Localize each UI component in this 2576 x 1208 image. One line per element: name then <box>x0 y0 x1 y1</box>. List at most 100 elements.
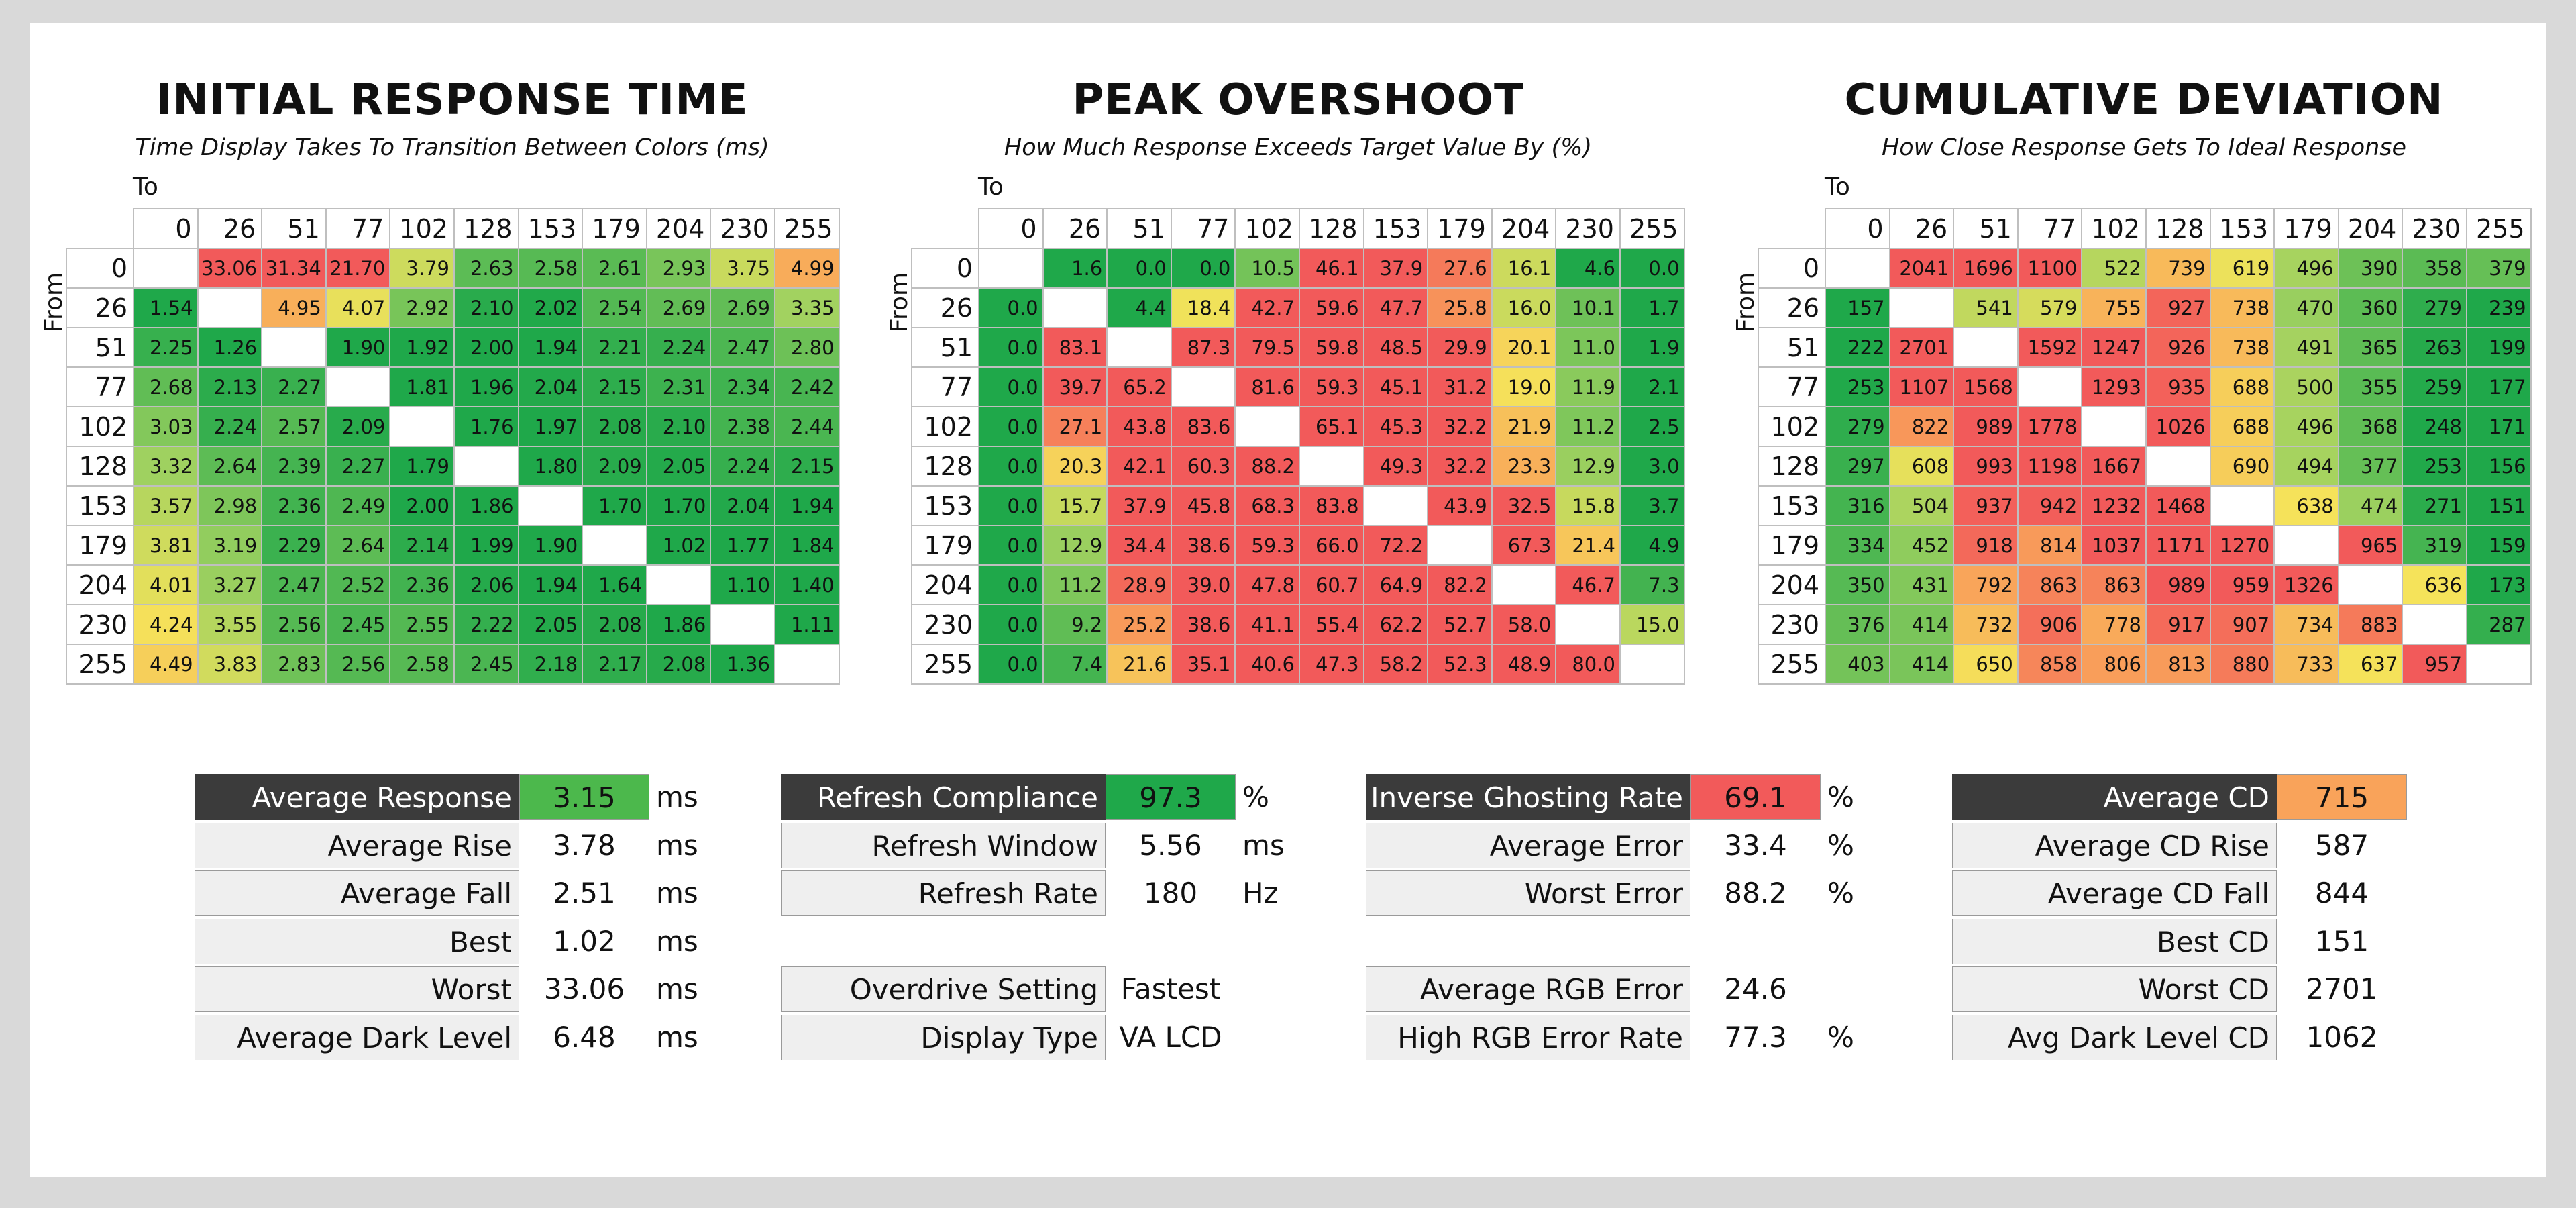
heatmap-cell: 48.5 <box>1362 327 1429 368</box>
diagonal-cell <box>2465 644 2532 685</box>
heatmap-cell: 541 <box>1953 287 2019 328</box>
heatmap-cell: 65.1 <box>1298 406 1364 447</box>
heatmap-cell: 1.10 <box>710 564 775 605</box>
heatmap-cell: 59.3 <box>1234 525 1300 566</box>
row-header: 255 <box>1758 644 1826 685</box>
heatmap-cell: 55.4 <box>1298 604 1364 645</box>
row-header: 26 <box>911 287 979 328</box>
heatmap-cell: 23.3 <box>1491 446 1557 487</box>
heatmap-cell: 935 <box>2145 366 2211 407</box>
heatmap-cell: 608 <box>1888 446 1955 487</box>
stat-label: Refresh Compliance <box>781 774 1106 820</box>
column-header: 0 <box>978 208 1044 249</box>
heatmap-cell: 12.9 <box>1042 525 1108 566</box>
heatmap-cell: 45.3 <box>1362 406 1429 447</box>
heatmap-cell: 1.86 <box>453 485 519 526</box>
heatmap-cell: 3.27 <box>197 564 263 605</box>
heatmap-cell: 2.22 <box>453 604 519 645</box>
heatmap-cell: 1.54 <box>133 287 199 328</box>
heatmap-cell: 0.0 <box>1619 248 1685 289</box>
heatmap-cell: 15.0 <box>1619 604 1685 645</box>
stat-label: Avg Dark Level CD <box>1952 1015 2277 1060</box>
heatmap-cell: 58.0 <box>1491 604 1557 645</box>
chart-subtitle: How Much Response Exceeds Target Value B… <box>1004 134 1593 161</box>
stat-row: High RGB Error Rate 77.3% <box>1366 1015 1894 1062</box>
heatmap-cell: 1.26 <box>197 327 263 368</box>
heatmap-cell: 9.2 <box>1042 604 1108 645</box>
row-header: 128 <box>1758 446 1826 487</box>
heatmap-cell: 2.08 <box>582 604 647 645</box>
heatmap-cell: 1171 <box>2145 525 2211 566</box>
diagonal-cell <box>645 564 712 605</box>
stat-value: 24.6 <box>1724 972 1787 1005</box>
heatmap-cell: 87.3 <box>1170 327 1236 368</box>
stat-row: Average CD 715 <box>1952 774 2481 821</box>
heatmap-cell: 2.24 <box>710 446 775 487</box>
column-header: 51 <box>261 208 327 249</box>
heatmap-cell: 39.0 <box>1170 564 1236 605</box>
heatmap-cell: 1.36 <box>710 644 775 685</box>
heatmap-cell: 7.3 <box>1619 564 1685 605</box>
heatmap-cell: 2.27 <box>261 366 327 407</box>
heatmap-cell: 0.0 <box>978 604 1044 645</box>
stat-row: Average CD Fall 844 <box>1952 870 2481 917</box>
diagonal-cell <box>773 644 840 685</box>
heatmap-cell: 1.96 <box>453 366 519 407</box>
stat-label: Average Dark Level <box>195 1015 519 1060</box>
stat-value: 88.2 <box>1724 876 1787 909</box>
diagonal-cell <box>197 287 263 328</box>
heatmap-cell: 376 <box>1825 604 1890 645</box>
heatmap-cell: 10.1 <box>1555 287 1621 328</box>
diagonal-cell <box>453 446 519 487</box>
heatmap-cell: 690 <box>2209 446 2275 487</box>
heatmap-cell: 11.9 <box>1555 366 1621 407</box>
heatmap-cell: 39.7 <box>1042 366 1108 407</box>
heatmap-cell: 21.9 <box>1491 406 1557 447</box>
heatmap-cell: 1468 <box>2145 485 2211 526</box>
heatmap-cell: 2.5 <box>1619 406 1685 447</box>
stat-unit: % <box>1827 1021 1854 1054</box>
heatmap-cell: 1.99 <box>453 525 519 566</box>
row-header: 179 <box>1758 525 1826 566</box>
heatmap-cell: 1.7 <box>1619 287 1685 328</box>
heatmap-cell: 64.9 <box>1362 564 1429 605</box>
stat-unit: ms <box>656 1021 698 1054</box>
heatmap-cell: 1.90 <box>325 327 391 368</box>
column-header: 230 <box>2402 208 2467 249</box>
column-header: 153 <box>2209 208 2275 249</box>
heatmap-cell: 688 <box>2209 366 2275 407</box>
heatmap-cell: 27.1 <box>1042 406 1108 447</box>
heatmap-cell: 0.0 <box>978 485 1044 526</box>
heatmap-cell: 942 <box>2017 485 2083 526</box>
stat-unit: ms <box>1242 829 1285 862</box>
heatmap-cell: 918 <box>1953 525 2019 566</box>
stat-label: Refresh Rate <box>781 870 1106 916</box>
heatmap-cell: 46.7 <box>1555 564 1621 605</box>
heatmap-cell: 2.63 <box>453 248 519 289</box>
heatmap-cell: 2.24 <box>645 327 712 368</box>
heatmap-cell: 82.2 <box>1427 564 1493 605</box>
heatmap-cell: 732 <box>1953 604 2019 645</box>
heatmap-cell: 1326 <box>2273 564 2339 605</box>
heatmap-cell: 49.3 <box>1362 446 1429 487</box>
heatmap-cell: 880 <box>2209 644 2275 685</box>
heatmap-cell: 52.7 <box>1427 604 1493 645</box>
heatmap-cell: 1107 <box>1888 366 1955 407</box>
stat-highlight-value: 3.15 <box>519 774 649 820</box>
heatmap-cell: 0.0 <box>978 644 1044 685</box>
row-header: 51 <box>911 327 979 368</box>
heatmap-cell: 173 <box>2465 564 2532 605</box>
stat-unit: ms <box>656 972 698 1005</box>
heatmap-cell: 45.8 <box>1170 485 1236 526</box>
stat-label: Refresh Window <box>781 823 1106 868</box>
heatmap-cell: 43.9 <box>1427 485 1493 526</box>
corner-cell <box>912 209 979 249</box>
heatmap-cell: 4.07 <box>325 287 391 328</box>
heatmap-cell: 2.93 <box>645 248 712 289</box>
diagonal-cell <box>1491 564 1557 605</box>
heatmap-cell: 29.9 <box>1427 327 1493 368</box>
heatmap-cell: 2.64 <box>325 525 391 566</box>
stat-value: 844 <box>2314 876 2369 909</box>
chart-title: CUMULATIVE DEVIATION <box>1844 75 2444 125</box>
column-header: 51 <box>1953 208 2019 249</box>
